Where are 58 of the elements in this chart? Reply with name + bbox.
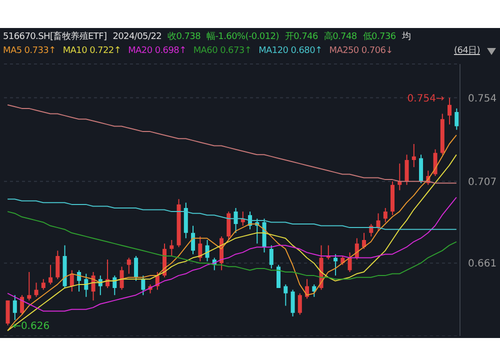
candlestick — [226, 211, 231, 240]
candlestick — [141, 275, 146, 296]
candlestick — [269, 244, 274, 269]
candlestick — [454, 108, 459, 130]
text: 开0.746 — [284, 31, 318, 44]
candlestick — [376, 212, 380, 232]
candlestick — [348, 252, 352, 272]
candlestick — [27, 272, 32, 301]
candlestick — [383, 208, 388, 223]
candlestick — [419, 154, 424, 184]
text: MA120 0.680↑ — [258, 45, 322, 58]
text: MA5 0.733↑ — [3, 45, 56, 58]
candlestick — [84, 273, 88, 298]
candlestick — [48, 264, 53, 285]
text: 幅-1.60%(-0.012) — [206, 30, 279, 44]
y-tick-label: 0.754 — [468, 93, 497, 104]
candlestick — [305, 278, 310, 300]
line-series — [7, 104, 457, 184]
text: 2024/05/22 — [112, 31, 162, 44]
y-tick-label: 0.661 — [468, 258, 497, 270]
candlestick — [404, 154, 409, 186]
text: MA250 0.706↓ — [329, 45, 393, 58]
annotation: ←0.626 — [12, 320, 50, 332]
candlestick — [56, 250, 60, 280]
candlestick — [12, 294, 17, 320]
candlestick — [170, 240, 174, 256]
candlestick — [20, 294, 24, 316]
text: 均 — [402, 30, 411, 44]
text: 收0.738 — [168, 31, 201, 44]
candlestick — [6, 300, 10, 326]
candlestick — [312, 284, 316, 298]
text: MA10 0.722↑ — [62, 45, 122, 58]
text: 高0.748 — [324, 30, 357, 44]
candlestick — [284, 284, 288, 306]
text: MA20 0.698↑ — [128, 45, 186, 58]
candlestick — [290, 289, 295, 317]
candlestick — [334, 254, 338, 276]
candlestick — [298, 292, 302, 316]
candlestick — [77, 270, 82, 292]
candlestick — [120, 266, 124, 290]
text: MA60 0.673↑ — [193, 45, 252, 58]
candlestick — [126, 257, 131, 274]
line-series — [7, 196, 457, 312]
text: (64日) — [454, 45, 480, 58]
candlestick — [412, 144, 416, 168]
candlestick — [448, 97, 452, 125]
annotation: 0.754→ — [407, 93, 444, 104]
chart-title: 516670.SH[畜牧养殖ETF] — [3, 30, 107, 44]
candlestick — [234, 208, 238, 234]
candlestick — [191, 225, 196, 255]
candlestick — [198, 236, 202, 262]
candlestick — [34, 282, 38, 298]
y-tick-label: 0.707 — [468, 176, 497, 188]
candlestick — [134, 256, 138, 282]
candlestick — [41, 278, 46, 290]
text: 低0.736 — [362, 31, 396, 44]
candlestick — [205, 240, 210, 262]
candlestick — [433, 148, 438, 176]
